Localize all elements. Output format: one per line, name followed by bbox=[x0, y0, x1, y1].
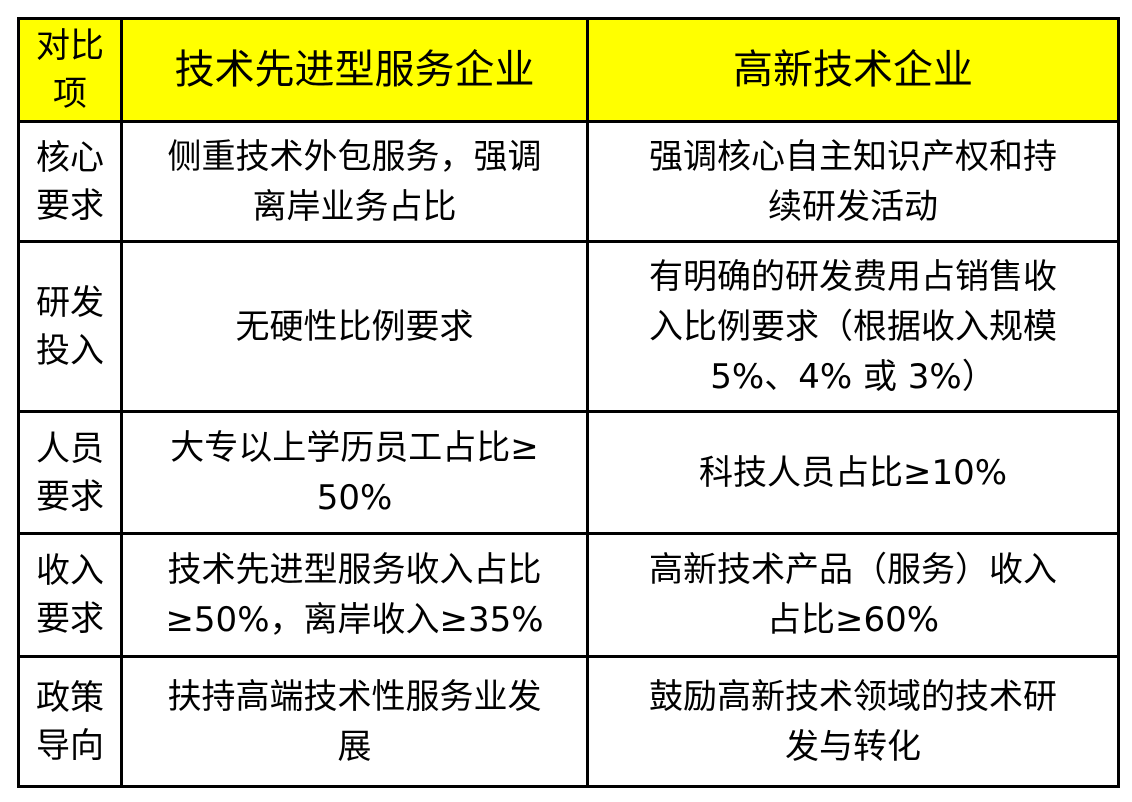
table-row: 收入 要求 技术先进型服务收入占比 ≥50%，离岸收入≥35% 高新技术产品（服… bbox=[17, 532, 1120, 658]
cell-tech-service: 侧重技术外包服务，强调 离岸业务占比 bbox=[120, 120, 589, 243]
row-label: 政策 导向 bbox=[17, 655, 123, 788]
table-row: 核心 要求 侧重技术外包服务，强调 离岸业务占比 强调核心自主知识产权和持 续研… bbox=[17, 120, 1120, 243]
header-row: 对比 项 技术先进型服务企业 高新技术企业 bbox=[17, 17, 1120, 123]
cell-high-tech: 高新技术产品（服务）收入 占比≥60% bbox=[586, 532, 1120, 658]
cell-high-tech: 科技人员占比≥10% bbox=[586, 410, 1120, 535]
row-label: 收入 要求 bbox=[17, 532, 123, 658]
cell-high-tech: 强调核心自主知识产权和持 续研发活动 bbox=[586, 120, 1120, 243]
comparison-table: 对比 项 技术先进型服务企业 高新技术企业 核心 要求 侧重技术外包服务，强调 … bbox=[17, 17, 1120, 788]
row-label: 核心 要求 bbox=[17, 120, 123, 243]
table-row: 政策 导向 扶持高端技术性服务业发 展 鼓励高新技术领域的技术研 发与转化 bbox=[17, 655, 1120, 788]
header-tech-service-enterprise: 技术先进型服务企业 bbox=[120, 17, 589, 123]
cell-tech-service: 大专以上学历员工占比≥ 50% bbox=[120, 410, 589, 535]
cell-tech-service: 技术先进型服务收入占比 ≥50%，离岸收入≥35% bbox=[120, 532, 589, 658]
cell-high-tech: 有明确的研发费用占销售收 入比例要求（根据收入规模 5%、4% 或 3%） bbox=[586, 240, 1120, 413]
cell-tech-service: 无硬性比例要求 bbox=[120, 240, 589, 413]
cell-tech-service: 扶持高端技术性服务业发 展 bbox=[120, 655, 589, 788]
table-row: 人员 要求 大专以上学历员工占比≥ 50% 科技人员占比≥10% bbox=[17, 410, 1120, 535]
header-high-tech-enterprise: 高新技术企业 bbox=[586, 17, 1120, 123]
cell-high-tech: 鼓励高新技术领域的技术研 发与转化 bbox=[586, 655, 1120, 788]
row-label: 研发 投入 bbox=[17, 240, 123, 413]
row-label: 人员 要求 bbox=[17, 410, 123, 535]
header-item: 对比 项 bbox=[17, 17, 123, 123]
table-row: 研发 投入 无硬性比例要求 有明确的研发费用占销售收 入比例要求（根据收入规模 … bbox=[17, 240, 1120, 413]
